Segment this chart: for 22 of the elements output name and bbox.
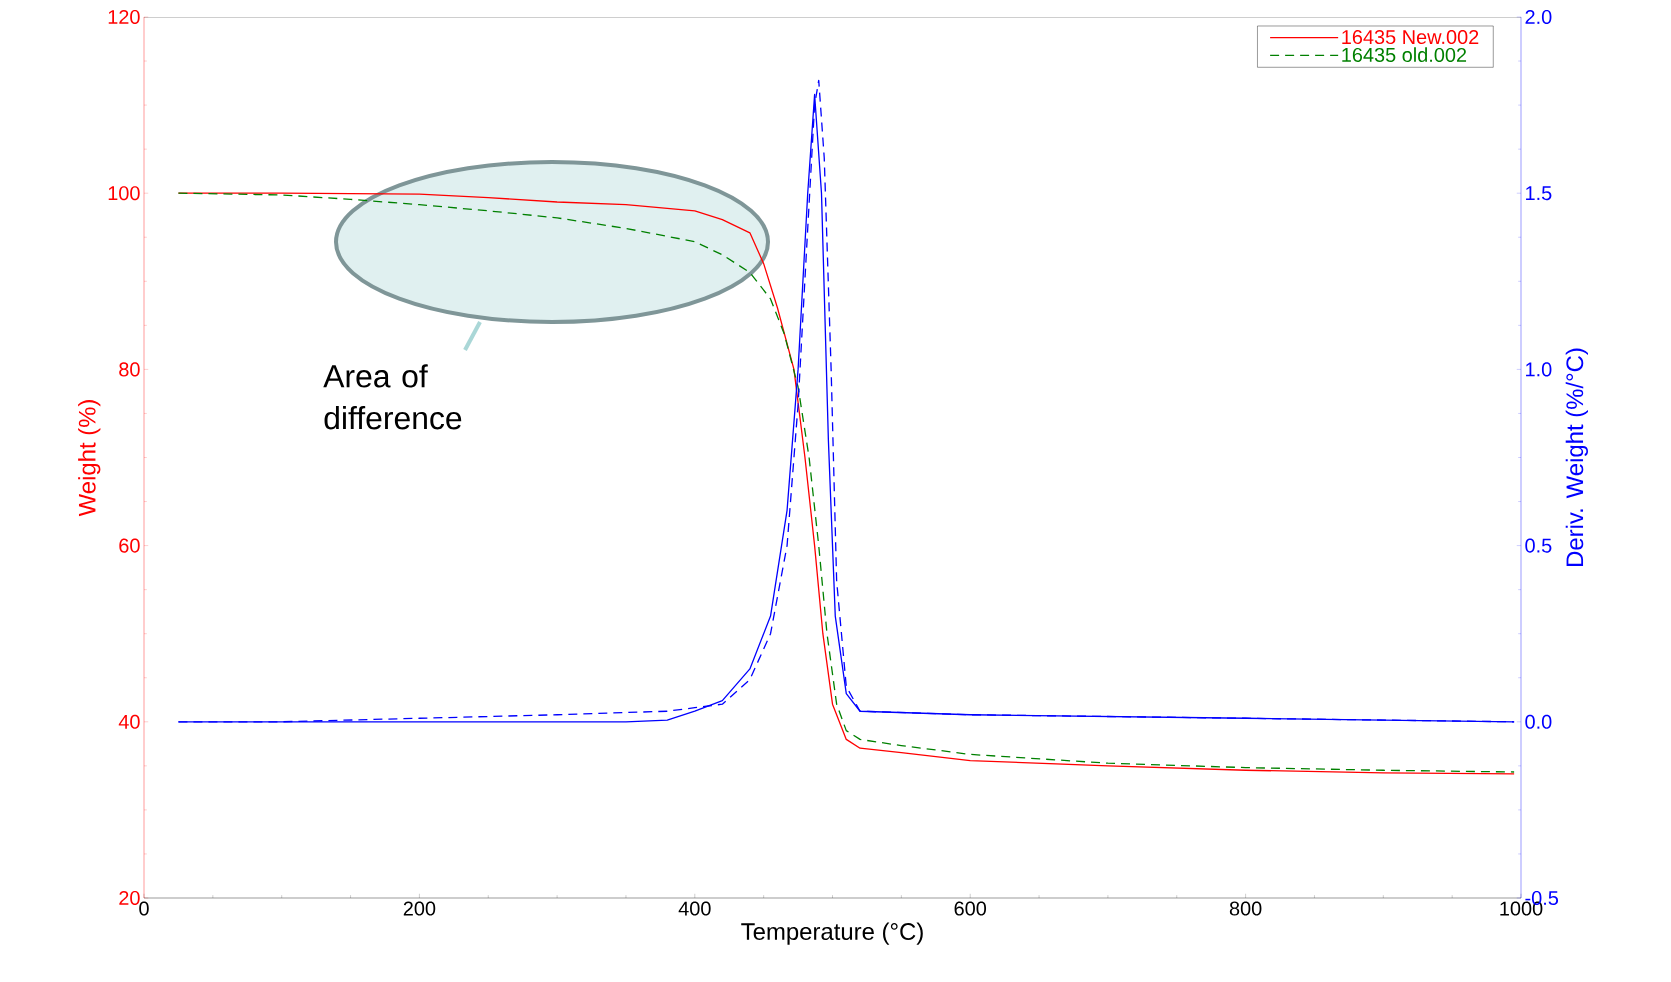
y-axis-title: Weight (%)	[78, 400, 101, 517]
y2-axis-title: Deriv. Weight (%/°C)	[1565, 348, 1588, 566]
y-tick-label: 60	[119, 538, 140, 553]
legend-label: 16435 New.002	[1342, 29, 1479, 45]
y-tick-label: 100	[108, 186, 140, 201]
annotation: Area of difference	[323, 364, 462, 430]
x-tick-label: 0	[139, 901, 149, 916]
y2-tick-label: 0.5	[1525, 538, 1552, 553]
x-tick-label: 200	[403, 901, 436, 916]
y-tick-label: 40	[118, 714, 140, 729]
y2-tick-label: 2.0	[1525, 9, 1552, 25]
y-tick-label: 120	[108, 9, 140, 25]
y2-tick-label: 1.0	[1526, 362, 1552, 377]
x-tick-label: 400	[678, 901, 711, 916]
legend-label: 16435 old.002	[1342, 47, 1467, 62]
x-axis-title: Temperature (°C)	[741, 922, 923, 945]
y-tick-label: 80	[119, 362, 140, 377]
y-tick-label: 20	[119, 890, 140, 906]
x-tick-label: 600	[954, 901, 987, 916]
y2-tick-label: 1.5	[1526, 186, 1552, 201]
x-tick-label: 800	[1229, 901, 1262, 916]
y2-tick-label: 0.0	[1525, 714, 1552, 729]
